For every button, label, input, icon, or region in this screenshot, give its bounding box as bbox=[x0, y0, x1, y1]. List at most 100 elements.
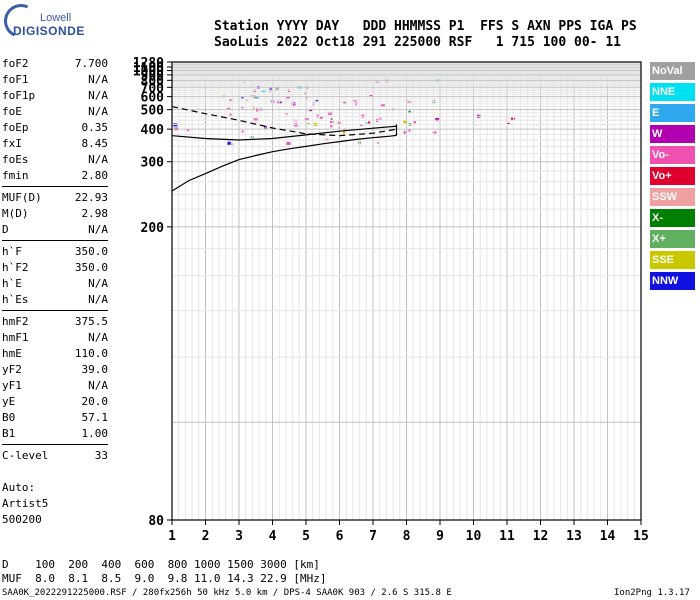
x-tick-label: 15 bbox=[633, 529, 649, 544]
echo-point bbox=[359, 124, 363, 127]
parameter-row: hmF1 N/A bbox=[2, 330, 108, 346]
parameter-value: 57.1 bbox=[81, 411, 109, 424]
parameter-row: C-level 33 bbox=[2, 448, 108, 464]
parameter-value: 375.5 bbox=[74, 315, 108, 328]
echo-point bbox=[432, 131, 437, 134]
muf-row: MUF 8.0 8.1 8.5 9.0 9.8 11.0 14.3 22.9 [… bbox=[2, 572, 327, 585]
parameter-name: foEs bbox=[2, 153, 29, 166]
echo-point bbox=[330, 118, 333, 121]
legend-item-w: W bbox=[650, 125, 695, 143]
x-tick-label: 14 bbox=[600, 529, 616, 544]
echo-point bbox=[403, 131, 406, 135]
x-tick-label: 1 bbox=[168, 529, 176, 544]
y-tick-label: 1000 bbox=[133, 65, 164, 80]
echo-point bbox=[330, 120, 335, 123]
parameter-name: hmE bbox=[2, 347, 22, 360]
parameter-row: h`F2 350.0 bbox=[2, 260, 108, 276]
y-tick-label: 700 bbox=[141, 81, 165, 96]
parameter-value: N/A bbox=[88, 331, 108, 344]
x-tick-label: 8 bbox=[403, 529, 411, 544]
x-tick-label: 6 bbox=[336, 529, 344, 544]
parameter-value: N/A bbox=[88, 73, 108, 86]
parameter-name: B0 bbox=[2, 411, 16, 424]
legend-item-sse: SSE bbox=[650, 251, 695, 269]
parameter-row: foEs N/A bbox=[2, 152, 108, 168]
echo-point bbox=[253, 118, 258, 122]
legend-item-ssw: SSW bbox=[650, 188, 695, 206]
legend-item-noval: NoVal bbox=[650, 62, 695, 80]
echo-point bbox=[241, 97, 244, 100]
y-tick-label: 1100 bbox=[133, 61, 164, 76]
parameter-value: 350.0 bbox=[74, 261, 108, 274]
trace-line bbox=[171, 125, 397, 141]
parameter-row: D N/A bbox=[2, 222, 108, 238]
parameter-group: foF2 7.700 foF1 N/A foF1p N/A foE N/A foEp 0.35 fx… bbox=[2, 56, 108, 187]
x-tick-label: 11 bbox=[499, 529, 515, 544]
parameter-value: N/A bbox=[88, 277, 108, 290]
echo-point bbox=[408, 110, 411, 113]
y-tick-label: 80 bbox=[148, 514, 164, 529]
x-tick-label: 9 bbox=[436, 529, 444, 544]
parameter-value: N/A bbox=[88, 223, 108, 236]
echo-point bbox=[261, 90, 266, 94]
trace-layer bbox=[171, 106, 398, 192]
parameter-value: 20.0 bbox=[81, 395, 109, 408]
parameter-name: foF1 bbox=[2, 73, 29, 86]
parameter-row: h`Es N/A bbox=[2, 292, 108, 308]
grid-layer bbox=[171, 61, 642, 520]
parameter-row: hmF2 375.5 bbox=[2, 314, 108, 330]
parameter-name: foF2 bbox=[2, 57, 29, 70]
echo-point bbox=[307, 123, 310, 126]
parameter-value: 7.700 bbox=[74, 57, 108, 70]
parameter-row: h`E N/A bbox=[2, 276, 108, 292]
echo-point bbox=[241, 106, 244, 109]
parameter-name: B1 bbox=[2, 427, 16, 440]
echo-point bbox=[343, 101, 347, 105]
header-line-2: SaoLuis 2022 Oct18 291 225000 RSF 1 715 … bbox=[214, 35, 621, 50]
parameter-row: MUF(D) 22.93 bbox=[2, 190, 108, 206]
legend-item-vo-: Vo+ bbox=[650, 167, 695, 185]
parameter-row: h`F 350.0 bbox=[2, 244, 108, 260]
y-tick-label: 400 bbox=[141, 123, 165, 138]
trace-line bbox=[171, 134, 397, 192]
parameter-name: C-level bbox=[2, 449, 49, 462]
echo-point bbox=[255, 96, 259, 99]
parameter-name: h`F bbox=[2, 245, 22, 258]
parameter-name: M(D) bbox=[2, 207, 29, 220]
legend-item-e: E bbox=[650, 104, 695, 122]
parameter-value: N/A bbox=[88, 105, 108, 118]
parameter-name: hmF1 bbox=[2, 331, 29, 344]
parameter-value: 0.35 bbox=[81, 121, 109, 134]
parameter-group: C-level 33 bbox=[2, 448, 108, 466]
echo-point bbox=[187, 129, 190, 132]
echo-point bbox=[506, 122, 510, 125]
echo-point bbox=[435, 118, 440, 122]
echo-point bbox=[285, 96, 290, 99]
echo-point bbox=[376, 141, 379, 144]
parameter-value: 39.0 bbox=[81, 363, 109, 376]
parameter-name: yF2 bbox=[2, 363, 22, 376]
echo-point bbox=[510, 117, 515, 120]
parameter-value: 110.0 bbox=[74, 347, 108, 360]
header-line-1: Station YYYY DAY DDD HHMMSS P1 FFS S AXN… bbox=[214, 19, 637, 34]
echo-point bbox=[241, 130, 244, 133]
parameter-name: fxI bbox=[2, 137, 22, 150]
parameter-value: 8.45 bbox=[81, 137, 109, 150]
parameter-row: foF1 N/A bbox=[2, 72, 108, 88]
y-tick-label: 500 bbox=[141, 104, 165, 119]
parameter-row: fxI 8.45 bbox=[2, 136, 108, 152]
parameter-name: fmin bbox=[2, 169, 29, 182]
echo-point bbox=[252, 105, 255, 109]
legend-item-nne: NNE bbox=[650, 83, 695, 101]
footer-info: SAA0K_2022291225000.RSF / 280fx256h 50 k… bbox=[2, 588, 452, 598]
autoscaling-info: Auto: Artist5 500200 bbox=[2, 480, 48, 528]
parameter-value: 2.98 bbox=[81, 207, 109, 220]
echo-point bbox=[286, 141, 291, 145]
echo-point bbox=[369, 94, 373, 97]
echo-point bbox=[343, 128, 347, 131]
parameter-row: foEp 0.35 bbox=[2, 120, 108, 136]
legend-item-x-: X- bbox=[650, 209, 695, 227]
echo-point bbox=[227, 141, 231, 145]
x-tick-label: 5 bbox=[302, 529, 310, 544]
y-tick-label: 200 bbox=[141, 221, 165, 236]
